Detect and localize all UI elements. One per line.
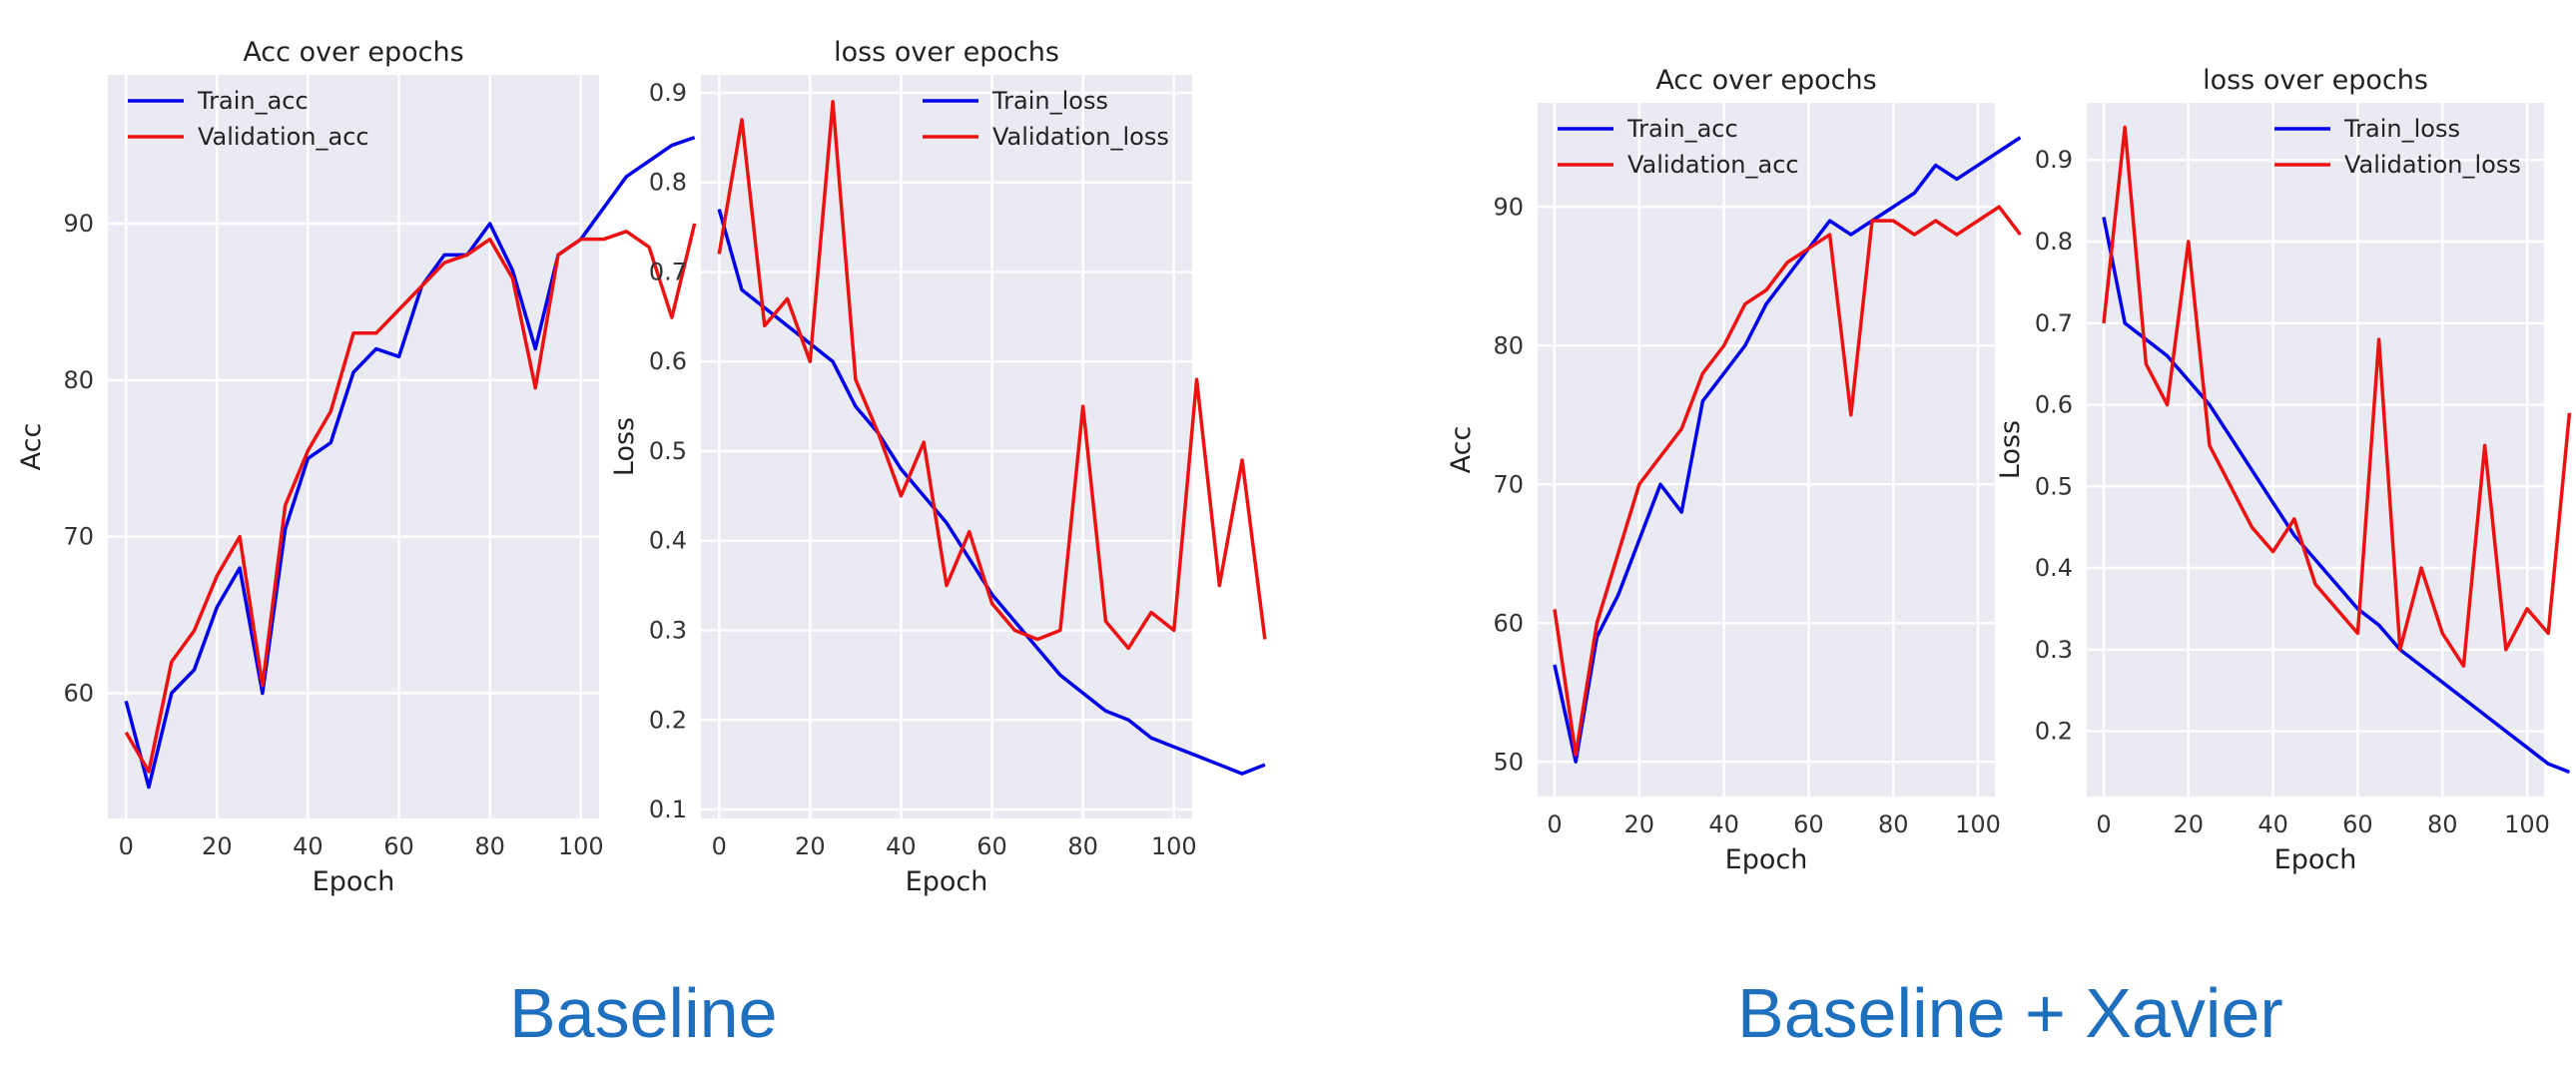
y-tick-label: 0.4: [649, 527, 687, 555]
x-tick-label: 100: [1151, 832, 1197, 860]
y-tick-label: 0.3: [649, 617, 687, 645]
chart-1: 0 20 40 60 80 100 60 70 80 90 Acc over epochs Epoch…: [16, 37, 697, 897]
x-tick-label: 20: [202, 832, 233, 860]
y-axis-label: Loss: [609, 417, 640, 476]
x-axis-label: Epoch: [313, 866, 395, 897]
plot-area: [108, 75, 599, 818]
caption-baseline: Baseline: [509, 974, 778, 1052]
validation-line: [2102, 125, 2572, 668]
legend-label: Validation_acc: [198, 123, 369, 151]
validation-line: [717, 100, 1267, 651]
y-tick-label: 90: [1493, 193, 1524, 221]
y-axis-label: Acc: [16, 423, 47, 471]
x-tick-label: 100: [2504, 810, 2550, 838]
validation-line: [124, 223, 697, 774]
train-line: [124, 136, 696, 790]
x-tick-label: 0: [1547, 810, 1562, 838]
y-axis-label: Acc: [1446, 426, 1477, 474]
legend-label: Train_acc: [1626, 115, 1738, 143]
chart-title: loss over epochs: [834, 37, 1059, 68]
legend-label: Train_loss: [2343, 115, 2460, 143]
x-axis-label: Epoch: [2274, 844, 2357, 875]
y-tick-label: 0.7: [2035, 309, 2073, 337]
train-line: [2102, 217, 2571, 775]
x-tick-label: 80: [1878, 810, 1909, 838]
validation-line: [1553, 205, 2022, 758]
legend-label: Validation_loss: [2344, 151, 2521, 179]
chart-title: Acc over epochs: [243, 37, 463, 68]
x-tick-label: 40: [1708, 810, 1739, 838]
y-axis-label: Loss: [1995, 420, 2026, 479]
y-tick-label: 0.4: [2035, 554, 2073, 582]
x-tick-label: 60: [2342, 810, 2373, 838]
x-tick-label: 100: [1955, 810, 2001, 838]
y-tick-label: 0.9: [2035, 146, 2073, 174]
y-tick-label: 70: [63, 523, 94, 551]
y-tick-label: 0.2: [649, 706, 687, 734]
plot-area: [701, 75, 1192, 818]
x-tick-label: 0: [712, 832, 727, 860]
y-tick-label: 80: [63, 366, 94, 394]
y-tick-label: 60: [63, 680, 94, 708]
chart-3: 0 20 40 60 80 100 50 60 70 80 90 Acc over epochs Epo…: [1446, 65, 2022, 875]
legend-label: Train_acc: [197, 87, 309, 115]
x-tick-label: 20: [1624, 810, 1655, 838]
caption-baseline-xavier: Baseline + Xavier: [1737, 974, 2283, 1052]
y-tick-label: 0.3: [2035, 636, 2073, 664]
legend-label: Train_loss: [991, 87, 1108, 115]
chart-title: loss over epochs: [2203, 65, 2428, 96]
legend-label: Validation_acc: [1627, 151, 1799, 179]
x-tick-label: 0: [119, 832, 134, 860]
x-tick-label: 40: [886, 832, 917, 860]
x-axis-label: Epoch: [906, 866, 988, 897]
y-tick-label: 0.8: [2035, 228, 2073, 256]
x-tick-label: 100: [558, 832, 604, 860]
x-tick-label: 40: [293, 832, 323, 860]
y-tick-label: 0.5: [2035, 472, 2073, 500]
y-tick-label: 0.1: [649, 796, 687, 823]
plot-area: [1538, 103, 1995, 797]
x-tick-label: 20: [2174, 810, 2205, 838]
y-tick-label: 0.5: [649, 437, 687, 465]
y-tick-label: 50: [1493, 748, 1524, 776]
chart-4: 0 20 40 60 80 100 0.2 0.3 0.4 0.5 0.6 0.7 0.8 0.9 loss…: [1995, 65, 2572, 875]
y-tick-label: 0.2: [2035, 718, 2073, 746]
y-tick-label: 0.8: [649, 169, 687, 197]
x-tick-label: 60: [1793, 810, 1824, 838]
x-tick-label: 40: [2257, 810, 2288, 838]
y-tick-label: 0.6: [2035, 391, 2073, 419]
x-tick-label: 0: [2096, 810, 2111, 838]
x-tick-label: 20: [795, 832, 826, 860]
plot-area: [2087, 103, 2544, 797]
x-tick-label: 80: [2427, 810, 2458, 838]
y-tick-label: 0.7: [649, 258, 687, 285]
x-tick-label: 80: [474, 832, 505, 860]
y-tick-label: 80: [1493, 331, 1524, 359]
chart-title: Acc over epochs: [1655, 65, 1876, 96]
x-axis-label: Epoch: [1725, 844, 1808, 875]
y-tick-label: 70: [1493, 470, 1524, 498]
x-tick-label: 60: [976, 832, 1007, 860]
y-tick-label: 0.6: [649, 347, 687, 375]
y-tick-label: 90: [63, 210, 94, 238]
y-tick-label: 60: [1493, 609, 1524, 637]
x-tick-label: 80: [1067, 832, 1098, 860]
train-line: [1553, 136, 2022, 764]
x-tick-label: 60: [383, 832, 414, 860]
y-tick-label: 0.9: [649, 79, 687, 107]
chart-2: 0 20 40 60 80 100 0.1 0.2 0.3 0.4 0.5 0.6 0.7 0.8 0.9 l…: [609, 37, 1267, 897]
legend-label: Validation_loss: [992, 123, 1169, 151]
